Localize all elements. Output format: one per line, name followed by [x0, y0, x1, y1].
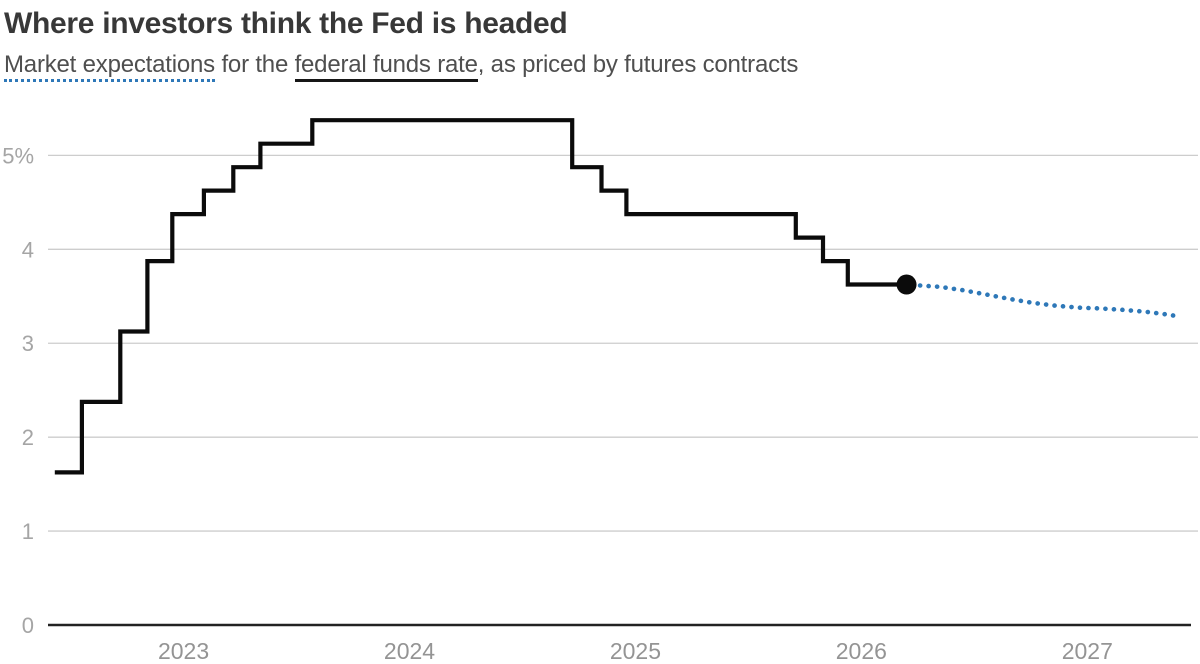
current-rate-marker-dot: [896, 274, 917, 295]
chart-header: Where investors think the Fed is headed …: [4, 6, 1194, 82]
y-tick-label: 0: [22, 613, 34, 638]
y-tick-label: 1: [22, 519, 34, 544]
y-gridlines: [48, 154, 1198, 532]
y-tick-label: 2: [22, 425, 34, 450]
y-axis-labels: 0 1 2 3 4 5%: [2, 143, 34, 638]
subtitle-tail-text: , as priced by futures contracts: [477, 51, 799, 78]
y-tick-label: 5%: [2, 143, 34, 168]
expected-rate-series: [917, 283, 1183, 319]
subtitle-market-expectations-underlined: Market expectations: [4, 51, 215, 82]
current-rate-marker: [896, 274, 917, 295]
y-tick-label: 4: [22, 237, 34, 262]
chart-subtitle: Market expectations for the federal fund…: [4, 50, 1194, 82]
expected-rate-dotted-line: [917, 283, 1183, 319]
x-tick-label: 2026: [836, 638, 887, 664]
x-tick-label: 2027: [1062, 638, 1113, 664]
chart-title: Where investors think the Fed is headed: [4, 7, 568, 40]
x-tick-label: 2024: [384, 638, 435, 664]
x-tick-label: 2025: [610, 638, 661, 664]
subtitle-mid-text: for the: [214, 51, 295, 78]
actual-rate-step-line: [54, 118, 907, 475]
subtitle-federal-funds-rate-underlined: federal funds rate: [294, 51, 478, 82]
actual-rate-series: [54, 118, 907, 475]
x-axis-labels: 2023 2024 2025 2026 2027: [158, 638, 1113, 664]
x-tick-label: 2023: [158, 638, 209, 664]
y-tick-label: 3: [22, 331, 34, 356]
